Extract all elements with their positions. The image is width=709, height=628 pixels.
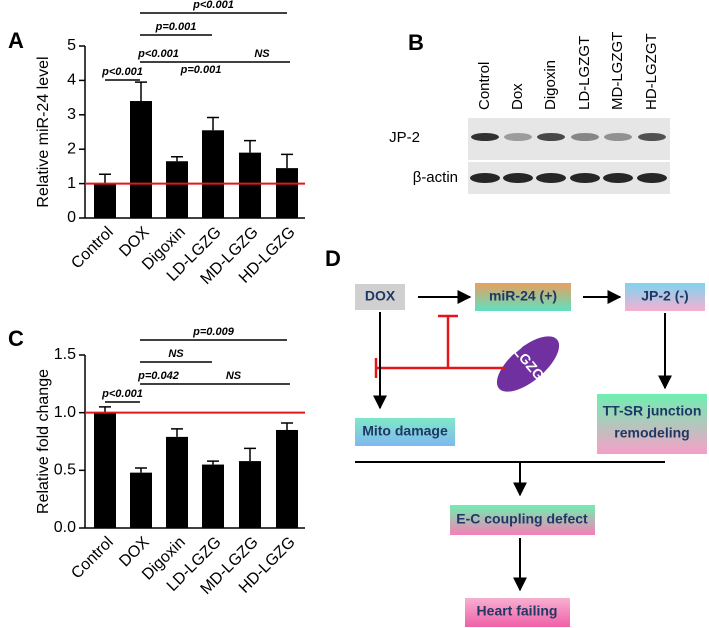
error-bar	[171, 428, 183, 437]
significance-label: NS	[254, 48, 270, 60]
inhibition	[374, 314, 505, 378]
significance-label: p<0.001	[101, 388, 143, 400]
blot-band	[603, 173, 633, 183]
blot-band	[537, 133, 565, 141]
lane-label: MD-LGZGT	[609, 32, 626, 110]
bar	[166, 436, 188, 528]
node-box	[475, 283, 571, 311]
lane-label: Digoxin	[542, 60, 559, 110]
blot-band	[571, 133, 599, 141]
y-tick-label: 0	[67, 209, 76, 226]
blot-band	[470, 173, 500, 183]
x-tick-label: Control	[68, 534, 117, 583]
error-bar	[171, 156, 183, 162]
y-tick-label: 3	[67, 106, 76, 123]
y-tick-label: 1	[67, 175, 76, 192]
y-tick-label: 1.5	[54, 346, 76, 363]
error-bar	[99, 173, 111, 184]
error-bar	[244, 447, 256, 462]
y-tick-label: 2	[67, 140, 76, 157]
bar	[130, 472, 152, 528]
error-bar	[135, 81, 147, 102]
blot-band	[471, 133, 499, 141]
bar	[239, 461, 261, 528]
blot-band	[638, 133, 666, 141]
significance-label: p<0.001	[101, 66, 143, 78]
significance-label: NS	[226, 370, 242, 382]
y-tick-label: 0.0	[54, 519, 76, 536]
bar	[94, 412, 116, 528]
node-box	[465, 598, 570, 627]
panel-letter: A	[8, 28, 24, 53]
node-label: miR-24 (+)	[489, 288, 557, 304]
significance-label: p=0.001	[155, 21, 197, 33]
panel-letter: C	[8, 326, 24, 351]
significance-label: p<0.001	[192, 0, 234, 11]
blot-strip	[468, 162, 670, 194]
panel-letter: D	[325, 246, 341, 271]
significance-label: p=0.001	[180, 64, 222, 76]
y-axis-label: Relative fold change	[35, 369, 52, 514]
blot-band	[570, 173, 600, 183]
blot-band	[637, 173, 667, 183]
error-bar	[281, 153, 293, 169]
lane-label: Control	[476, 62, 493, 110]
bar	[202, 464, 224, 528]
node-box	[597, 394, 707, 454]
node-box	[625, 283, 705, 311]
significance-label: p=0.009	[192, 326, 235, 338]
node-label: E-C coupling defect	[456, 511, 588, 527]
blot-band	[503, 173, 533, 183]
node-label: Mito damage	[362, 423, 448, 439]
node-label: remodeling	[614, 425, 689, 441]
lane-label: HD-LGZGT	[643, 33, 660, 110]
significance-label: p=0.042	[137, 370, 179, 382]
node-label: DOX	[365, 288, 396, 304]
significance-label: NS	[168, 348, 184, 360]
error-bar	[244, 139, 256, 153]
blot-strip	[468, 118, 670, 160]
blot-band	[536, 173, 566, 183]
bar	[276, 168, 298, 218]
blot-row-label: JP-2	[389, 129, 420, 146]
error-bar	[207, 116, 219, 131]
x-tick-label: Control	[68, 224, 117, 273]
lane-label: LD-LGZGT	[576, 36, 593, 110]
y-axis-label: Relative miR-24 level	[35, 56, 52, 207]
bar	[94, 183, 116, 218]
node-box	[355, 284, 405, 310]
blot-band	[504, 133, 532, 141]
error-bar	[281, 422, 293, 430]
y-tick-label: 0.5	[54, 462, 76, 479]
y-tick-label: 5	[67, 37, 76, 54]
node-label: JP-2 (-)	[641, 288, 688, 304]
bar	[276, 429, 298, 528]
node-box	[355, 418, 455, 446]
lane-label: Dox	[509, 83, 526, 110]
blot-row-label: β-actin	[413, 169, 458, 186]
panel-letter: B	[408, 30, 424, 55]
bar	[166, 161, 188, 218]
blot-band	[604, 133, 632, 141]
bar	[130, 101, 152, 218]
error-bar	[207, 460, 219, 465]
bar	[239, 152, 261, 218]
node-label: TT-SR junction	[603, 403, 702, 419]
bar	[202, 130, 224, 218]
y-tick-label: 1.0	[54, 404, 76, 421]
node-box	[450, 505, 595, 535]
y-tick-label: 4	[67, 72, 76, 89]
error-bar	[135, 467, 147, 473]
significance-label: p<0.001	[137, 48, 179, 60]
node-label: Heart failing	[477, 603, 558, 619]
diagram: DOX miR-24 (+) JP-2 (-) LGZG Mito damage…	[355, 283, 707, 627]
node-ellipse	[496, 336, 560, 392]
